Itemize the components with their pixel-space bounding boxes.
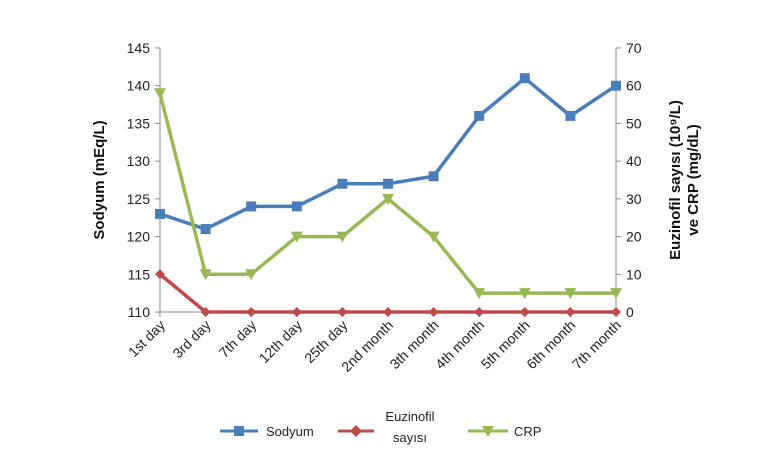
data-point xyxy=(291,307,302,317)
right-axis-title-line2: ve CRP (mg/dL) xyxy=(685,124,702,235)
data-point xyxy=(291,201,302,212)
data-point xyxy=(246,307,257,317)
left-tick-label: 115 xyxy=(128,266,151,282)
right-tick-label: 10 xyxy=(626,266,642,282)
legend-label-euzinofil-line2: sayısı xyxy=(393,430,427,445)
data-point xyxy=(200,224,211,235)
data-point xyxy=(474,110,485,121)
data-point xyxy=(290,231,303,243)
x-tick-label: 12th day xyxy=(256,317,305,366)
right-axis-ticks: 0 10 20 30 40 50 60 70 xyxy=(616,40,642,320)
left-tick-label: 110 xyxy=(128,304,151,320)
data-point xyxy=(474,307,485,317)
data-point xyxy=(199,269,212,281)
right-tick-label: 20 xyxy=(626,229,642,245)
legend-item-crp: CRP xyxy=(468,424,541,439)
legend-label-euzinofil-line1: Euzinofil xyxy=(385,409,434,424)
data-point xyxy=(200,307,211,317)
series-2 xyxy=(154,88,622,300)
data-point xyxy=(383,307,393,317)
data-point xyxy=(155,208,165,219)
x-tick-label: 7th month xyxy=(569,317,624,372)
data-point xyxy=(565,110,576,121)
data-point xyxy=(383,178,393,189)
data-point xyxy=(337,307,348,317)
left-tick-label: 140 xyxy=(127,78,151,94)
data-point xyxy=(245,269,258,281)
data-point xyxy=(337,178,348,189)
data-point xyxy=(154,88,166,100)
x-tick-label: 7th day xyxy=(216,317,260,361)
left-tick-label: 120 xyxy=(127,229,151,245)
data-point xyxy=(336,231,349,243)
left-axis-ticks: 110 115 120 125 130 135 140 145 xyxy=(127,40,160,320)
right-tick-label: 40 xyxy=(626,153,642,169)
legend-item-sodyum: Sodyum xyxy=(220,424,314,439)
right-tick-label: 70 xyxy=(626,40,642,56)
data-point xyxy=(473,288,486,300)
data-point xyxy=(519,307,530,317)
legend-item-euzinofil: Euzinofil sayısı xyxy=(338,409,435,445)
data-point xyxy=(155,269,165,280)
data-point xyxy=(428,171,439,182)
legend-label-crp: CRP xyxy=(514,424,541,439)
series-layer xyxy=(154,73,622,317)
left-axis-title: Sodyum (mEq/L) xyxy=(91,120,108,239)
data-point xyxy=(427,231,440,243)
right-tick-label: 50 xyxy=(626,115,642,131)
data-point xyxy=(611,307,621,317)
x-tick-label: 4th month xyxy=(432,317,487,372)
right-tick-label: 60 xyxy=(626,78,642,94)
data-point xyxy=(246,201,257,212)
x-tick-label: 1st day xyxy=(125,317,168,360)
x-tick-label: 3th month xyxy=(386,317,441,372)
data-point xyxy=(565,307,576,317)
series-0 xyxy=(155,73,621,235)
data-point xyxy=(382,193,394,205)
x-tick-label: 5th month xyxy=(478,317,533,372)
data-point xyxy=(564,288,577,300)
series-1 xyxy=(155,269,621,317)
data-point xyxy=(610,288,622,300)
legend: Sodyum Euzinofil sayısı CRP xyxy=(220,409,541,445)
legend-label-sodyum: Sodyum xyxy=(266,424,314,439)
x-tick-label: 3rd day xyxy=(169,317,213,361)
left-tick-label: 130 xyxy=(127,153,151,169)
series-line xyxy=(158,92,616,295)
data-point xyxy=(519,73,530,84)
left-tick-label: 135 xyxy=(127,115,151,131)
data-point xyxy=(611,80,621,91)
right-tick-label: 0 xyxy=(626,304,634,320)
data-point xyxy=(518,288,531,300)
right-tick-label: 30 xyxy=(626,191,642,207)
left-tick-label: 145 xyxy=(127,40,151,56)
left-tick-label: 125 xyxy=(127,191,151,207)
x-tick-label: 6th month xyxy=(523,317,578,372)
data-point xyxy=(428,307,439,317)
right-axis-title-line1: Euzinofil sayısı (10⁹/L) xyxy=(667,100,684,260)
series-line xyxy=(159,76,617,231)
